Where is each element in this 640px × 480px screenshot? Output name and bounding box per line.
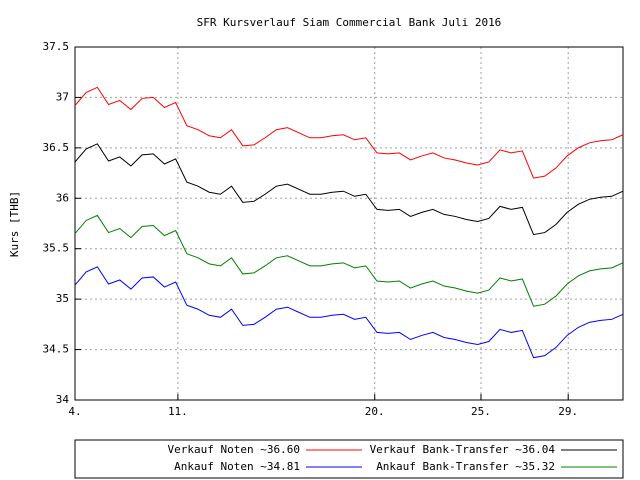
series-line [74, 214, 624, 307]
y-tick-label: 36.5 [43, 141, 70, 154]
plot-frame [74, 46, 624, 401]
x-tick-label: 29. [558, 405, 578, 418]
legend-label: Ankauf Noten ~34.81 [174, 460, 300, 473]
y-tick-label: 36 [56, 191, 69, 204]
chart-title: SFR Kursverlauf Siam Commercial Bank Jul… [197, 16, 502, 29]
x-tick-label: 4. [68, 405, 81, 418]
y-tick-label: 34 [56, 393, 70, 406]
legend-label: Ankauf Bank-Transfer ~35.32 [376, 460, 555, 473]
y-tick-label: 35 [56, 292, 69, 305]
series-line [74, 86, 624, 179]
y-tick-label: 35.5 [43, 242, 70, 255]
x-tick-label: 25. [471, 405, 491, 418]
y-tick-label: 34.5 [43, 343, 70, 356]
y-tick-label: 37.5 [43, 40, 70, 53]
x-tick-label: 20. [365, 405, 385, 418]
legend-box [74, 439, 624, 479]
legend-label: Verkauf Bank-Transfer ~36.04 [370, 443, 556, 456]
series-line [74, 266, 624, 359]
x-tick-label: 11. [168, 405, 188, 418]
y-axis-label: Kurs [THB] [8, 191, 21, 257]
series-line [74, 143, 624, 236]
legend-label: Verkauf Noten ~36.60 [168, 443, 300, 456]
y-tick-label: 37 [56, 90, 69, 103]
